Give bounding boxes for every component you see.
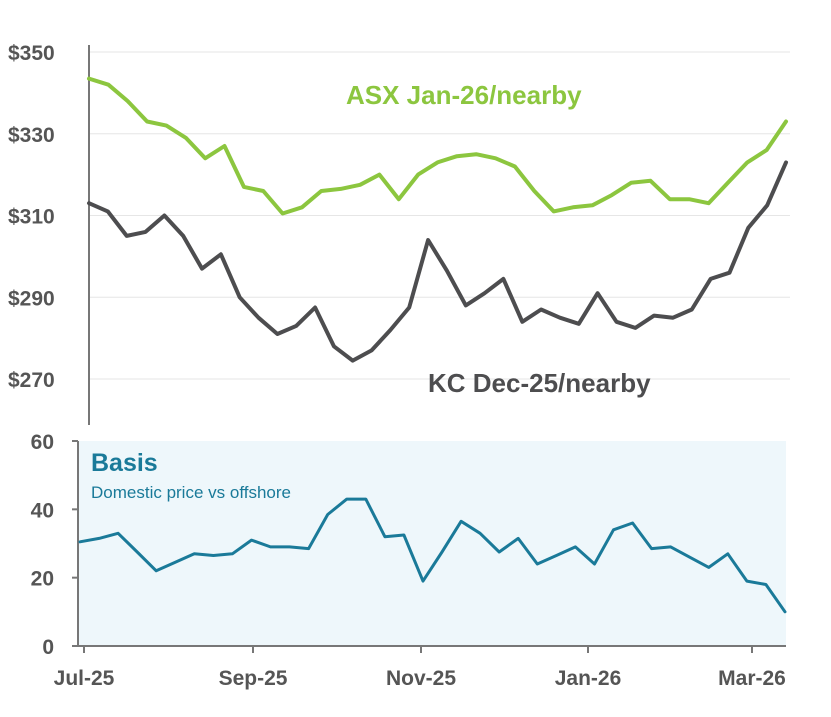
basis-y-tick-label: 60 [31, 431, 54, 454]
basis-title: Basis [91, 449, 158, 477]
basis-panel-background [78, 441, 786, 646]
series-line-kc [87, 160, 788, 363]
series-label-asx: ASX Jan-26/nearby [346, 80, 582, 110]
price-y-axis-ticks: $350 $330 $310 $290 $270 [8, 42, 55, 392]
series-line-asx [87, 76, 788, 216]
y-tick-label: $330 [8, 124, 55, 147]
y-tick-label: $290 [8, 287, 55, 310]
basis-y-tick-label: 40 [31, 499, 54, 522]
series-label-kc: KC Dec-25/nearby [428, 368, 651, 398]
price-chart-panel: $350 $330 $310 $290 $270 ASX Jan-26/nearby K… [8, 42, 790, 425]
x-tick-label: Jul-25 [54, 667, 115, 690]
y-tick-label: $270 [8, 369, 55, 392]
y-tick-label: $350 [8, 42, 55, 65]
basis-y-tick-label: 20 [31, 568, 54, 591]
basis-subtitle: Domestic price vs offshore [91, 483, 291, 502]
x-axis-ticks: Jul-25 Sep-25 Nov-25 Jan-26 Mar-26 [54, 646, 786, 690]
y-tick-label: $310 [8, 206, 55, 229]
basis-chart-panel: 0 20 40 60 Jul-25 Sep-25 Nov-25 Jan-26 Mar-26 B… [31, 431, 787, 690]
x-tick-label: Mar-26 [718, 667, 786, 690]
basis-y-tick-label: 0 [42, 636, 54, 659]
basis-y-axis-ticks: 0 20 40 60 [31, 431, 78, 659]
x-tick-label: Nov-25 [386, 667, 456, 690]
x-tick-label: Sep-25 [219, 667, 288, 690]
series-line-basis [78, 497, 787, 614]
x-tick-label: Jan-26 [555, 667, 622, 690]
price-gridlines [89, 51, 790, 380]
